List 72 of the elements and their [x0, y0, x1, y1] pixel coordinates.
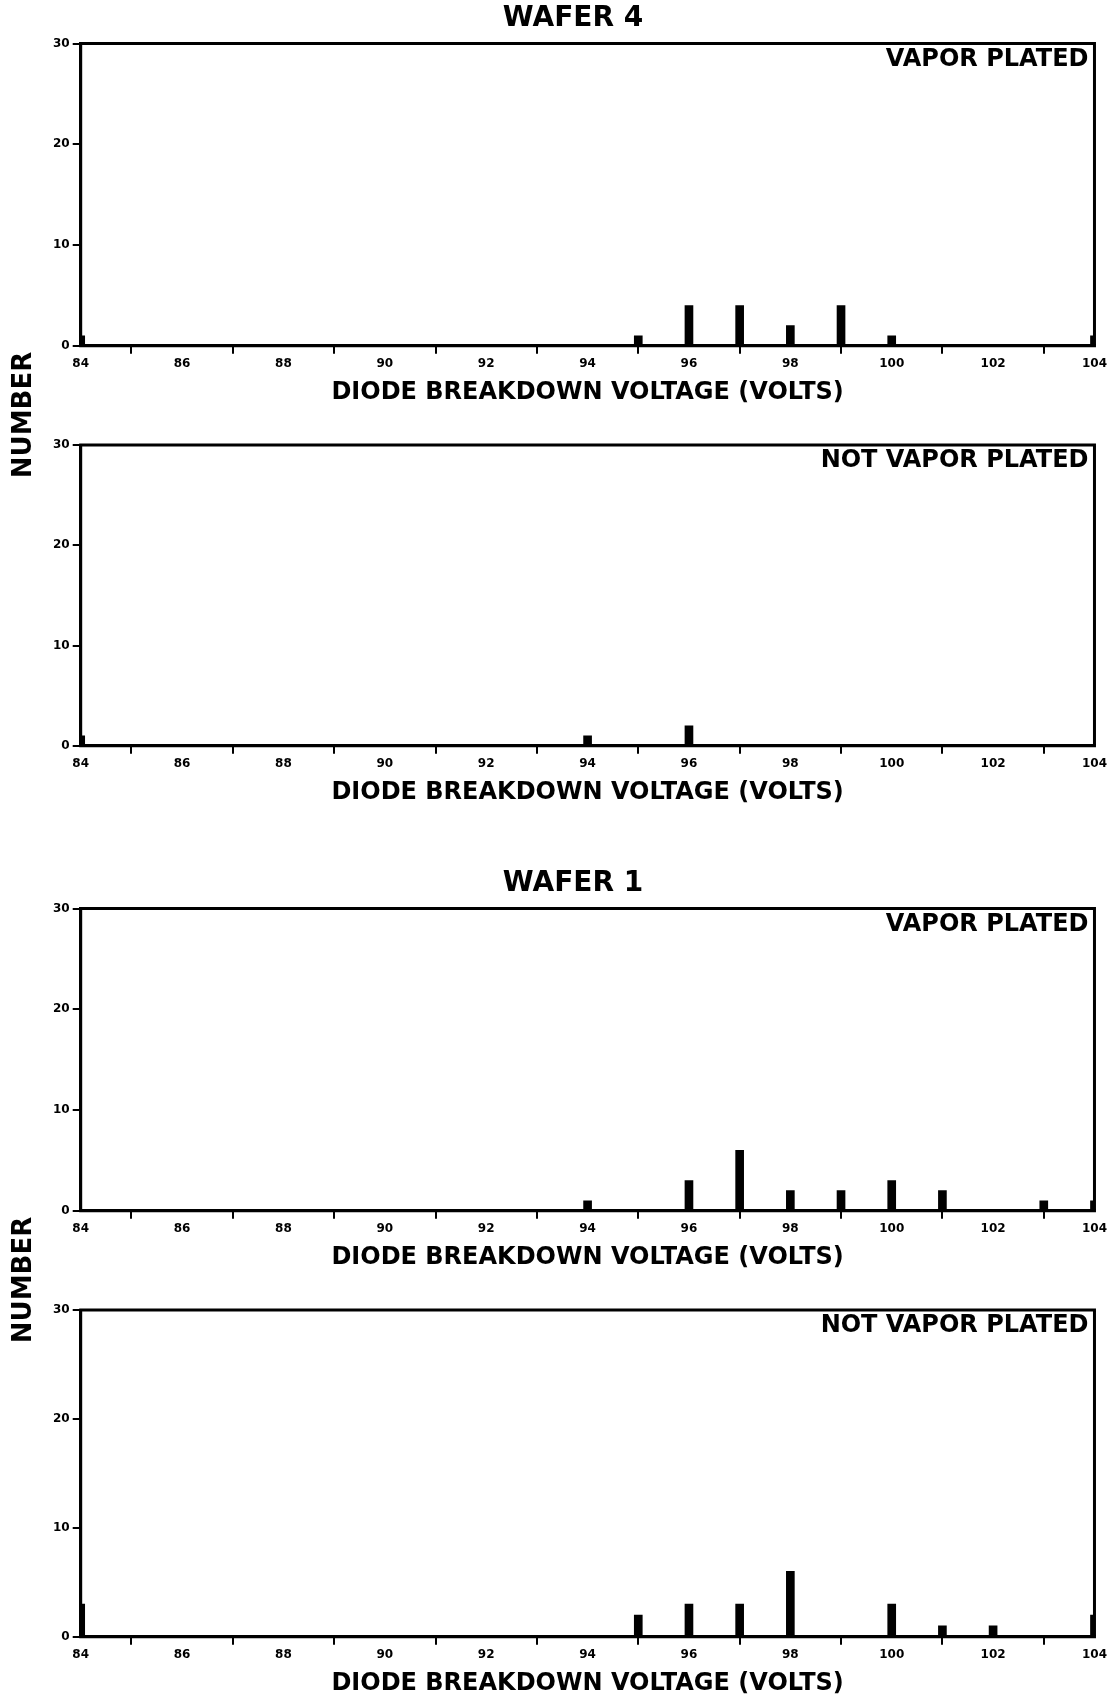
annotation: VAPOR PLATED	[885, 908, 1089, 937]
x-axis-title: DIODE BREAKDOWN VOLTAGE (VOLTS)	[331, 1667, 844, 1696]
x-tick-label: 86	[173, 356, 191, 371]
x-axis-title: DIODE BREAKDOWN VOLTAGE (VOLTS)	[331, 1241, 844, 1270]
x-tick-label: 100	[879, 756, 905, 771]
x-tick-label: 98	[781, 1647, 799, 1662]
x-tick-label: 100	[879, 356, 905, 371]
x-tick-label: 104	[1081, 1221, 1108, 1236]
x-tick-label: 104	[1081, 356, 1108, 371]
x-tick-label: 104	[1081, 756, 1108, 771]
x-axis-title: DIODE BREAKDOWN VOLTAGE (VOLTS)	[331, 776, 844, 805]
x-tick-label: 90	[376, 756, 394, 771]
x-tick-label: 84	[72, 756, 90, 771]
x-tick-label: 86	[173, 756, 191, 771]
annotation: NOT VAPOR PLATED	[820, 445, 1089, 474]
y-tick-label: 0	[61, 1628, 70, 1643]
y-axis-title: NUMBER	[7, 1216, 38, 1344]
y-tick-label: 20	[53, 136, 70, 151]
x-tick-label: 88	[275, 356, 292, 371]
x-tick-label: 86	[173, 1647, 191, 1662]
x-tick-label: 90	[376, 1221, 394, 1236]
x-tick-label: 98	[781, 1221, 799, 1236]
x-tick-label: 94	[579, 1647, 596, 1662]
x-tick-label: 102	[980, 756, 1006, 771]
x-tick-label: 96	[680, 1647, 698, 1662]
y-tick-label: 30	[53, 35, 70, 50]
x-tick-label: 96	[680, 356, 698, 371]
x-tick-label: 94	[579, 1221, 596, 1236]
x-tick-label: 94	[579, 756, 596, 771]
x-tick-label: 98	[781, 356, 799, 371]
y-tick-label: 30	[53, 900, 70, 915]
x-tick-label: 102	[980, 1221, 1006, 1236]
y-tick-label: 10	[53, 237, 70, 252]
y-tick-label: 10	[53, 1102, 70, 1117]
x-tick-label: 100	[879, 1647, 905, 1662]
y-tick-label: 0	[61, 737, 70, 752]
y-tick-label: 20	[53, 1411, 70, 1426]
x-tick-label: 88	[275, 1221, 292, 1236]
x-axis-title: DIODE BREAKDOWN VOLTAGE (VOLTS)	[331, 376, 844, 405]
x-tick-label: 92	[477, 1647, 495, 1662]
x-tick-label: 84	[72, 1647, 90, 1662]
y-tick-label: 10	[53, 637, 70, 652]
x-tick-label: 90	[376, 356, 394, 371]
y-tick-label: 0	[61, 1202, 70, 1217]
x-tick-label: 92	[477, 756, 495, 771]
x-tick-label: 92	[477, 356, 495, 371]
y-axis-title: NUMBER	[7, 351, 38, 479]
x-tick-label: 102	[980, 1647, 1006, 1662]
annotation: NOT VAPOR PLATED	[820, 1310, 1089, 1339]
x-tick-label: 88	[275, 756, 292, 771]
y-tick-label: 10	[53, 1519, 70, 1534]
y-tick-label: 30	[53, 437, 70, 452]
x-tick-label: 84	[72, 1221, 90, 1236]
x-tick-label: 94	[579, 356, 596, 371]
chart-title: WAFER 1	[502, 865, 644, 899]
y-tick-label: 30	[53, 1302, 70, 1317]
y-tick-label: 20	[53, 537, 70, 552]
x-tick-label: 92	[477, 1221, 495, 1236]
chart-title: WAFER 4	[502, 0, 644, 34]
y-tick-label: 20	[53, 1001, 70, 1016]
x-tick-label: 98	[781, 756, 799, 771]
x-tick-label: 86	[173, 1221, 191, 1236]
x-tick-label: 102	[980, 356, 1006, 371]
x-tick-label: 90	[376, 1647, 394, 1662]
x-tick-label: 104	[1081, 1647, 1108, 1662]
y-tick-label: 0	[61, 337, 70, 352]
annotation: VAPOR PLATED	[885, 43, 1089, 72]
x-tick-label: 96	[680, 756, 698, 771]
x-tick-label: 100	[879, 1221, 905, 1236]
x-tick-label: 88	[275, 1647, 292, 1662]
x-tick-label: 84	[72, 356, 90, 371]
x-tick-label: 96	[680, 1221, 698, 1236]
